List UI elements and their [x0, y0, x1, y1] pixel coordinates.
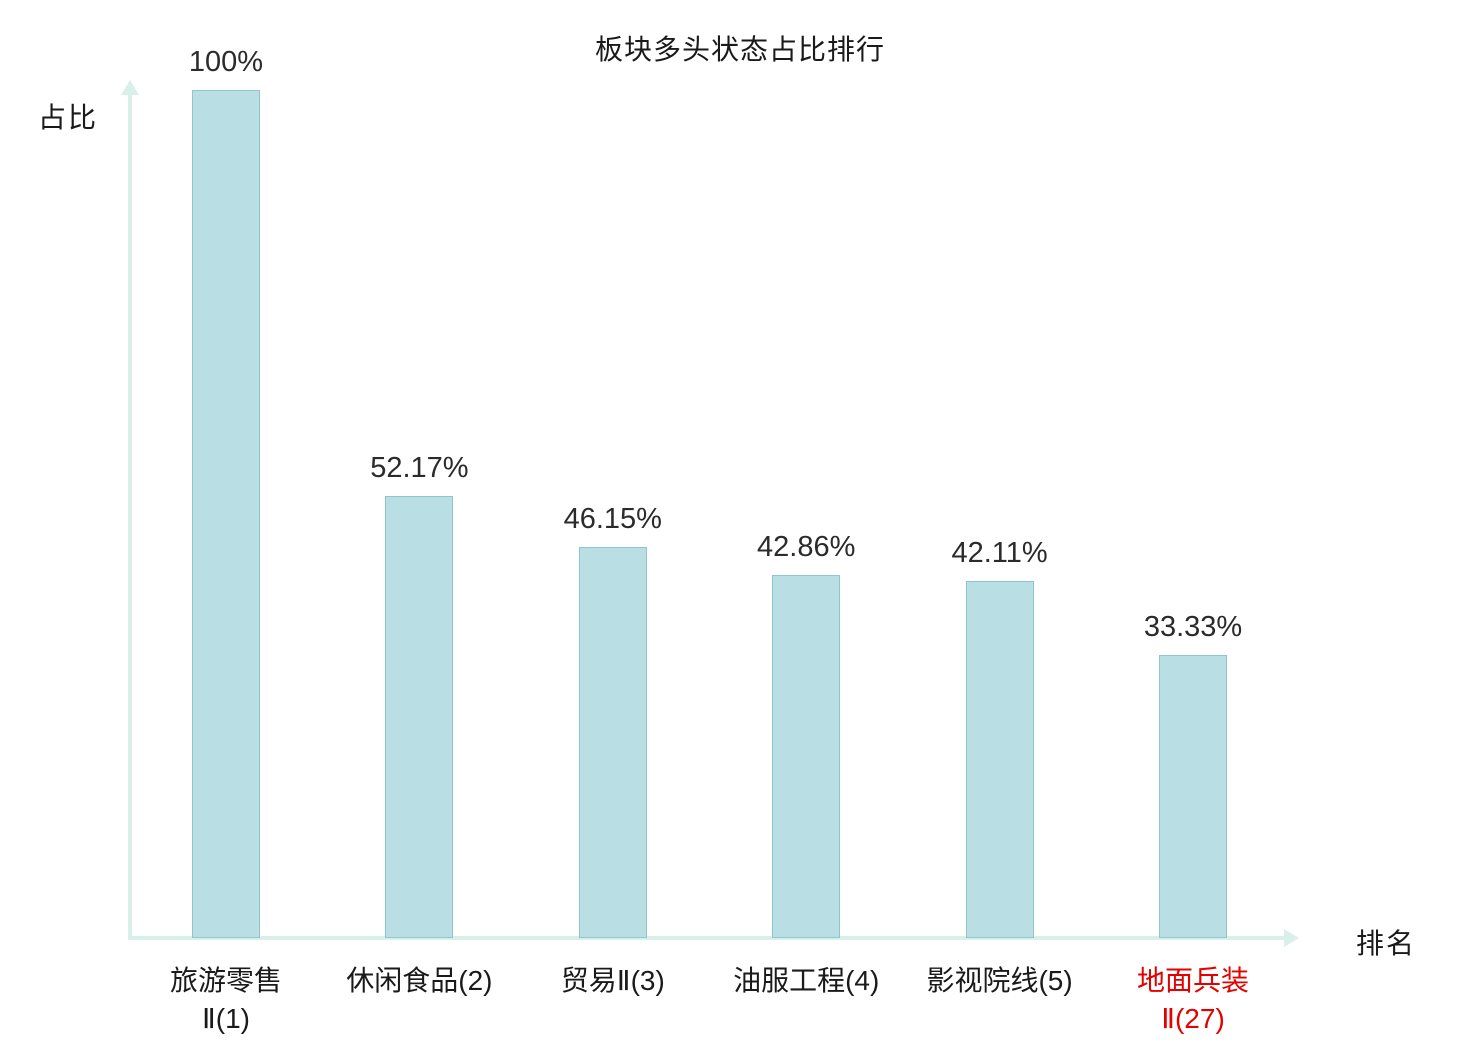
y-axis-line	[128, 92, 132, 940]
value-label-1: 100%	[188, 46, 264, 78]
category-label-2: 休闲食品(2)	[346, 965, 493, 996]
value-label-2: 52.17%	[370, 452, 469, 484]
x-axis-line	[128, 936, 1286, 940]
y-axis-arrow-icon	[121, 80, 139, 95]
bar-1	[192, 90, 260, 938]
x-axis-arrow-icon	[1284, 929, 1299, 947]
value-label-4: 42.86%	[757, 531, 856, 563]
chart-title: 板块多头状态占比排行	[594, 34, 885, 65]
value-label-6: 33.33%	[1143, 611, 1243, 643]
bar-2	[385, 496, 454, 938]
category-label-5: 影视院线(5)	[926, 965, 1073, 996]
bar-5	[965, 581, 1034, 938]
bar-4	[772, 575, 841, 938]
category-label-3: 贸易Ⅱ(3)	[560, 965, 665, 996]
bar-3	[578, 547, 647, 938]
y-axis-label: 占比	[38, 102, 99, 133]
value-label-5: 42.11%	[951, 537, 1048, 569]
bar-6	[1159, 655, 1227, 938]
value-label-3: 46.15%	[563, 503, 662, 535]
category-label-4: 油服工程(4)	[733, 965, 880, 996]
category-label-1: 旅游零售 Ⅱ(1)	[169, 965, 282, 1034]
category-label-6: 地面兵装 Ⅱ(27)	[1136, 965, 1249, 1034]
x-axis-label: 排名	[1356, 928, 1417, 959]
